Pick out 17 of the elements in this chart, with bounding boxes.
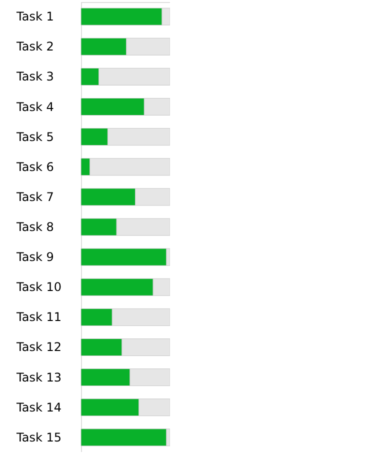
y-tick-label: Task 4	[16, 100, 54, 114]
y-tick-label: Task 7	[16, 190, 54, 204]
y-tick-label: Task 13	[16, 370, 62, 384]
y-tick-label: Task 3	[16, 70, 54, 84]
y-tick-label: Task 5	[16, 130, 54, 144]
y-tick-label: Task 9	[16, 250, 54, 264]
bar	[80, 248, 167, 266]
y-tick-label: Task 10	[16, 280, 62, 294]
y-tick-label: Task 15	[16, 430, 62, 444]
y-tick-label: Task 11	[16, 310, 62, 324]
y-tick-label: Task 6	[16, 160, 54, 174]
y-tick-label: Task 8	[16, 220, 54, 234]
y-tick-label: Task 12	[16, 340, 62, 354]
y-tick-label: Task 2	[16, 40, 54, 54]
bar	[80, 428, 167, 446]
y-tick-label: Task 14	[16, 400, 62, 414]
y-tick-label: Task 1	[16, 10, 54, 24]
